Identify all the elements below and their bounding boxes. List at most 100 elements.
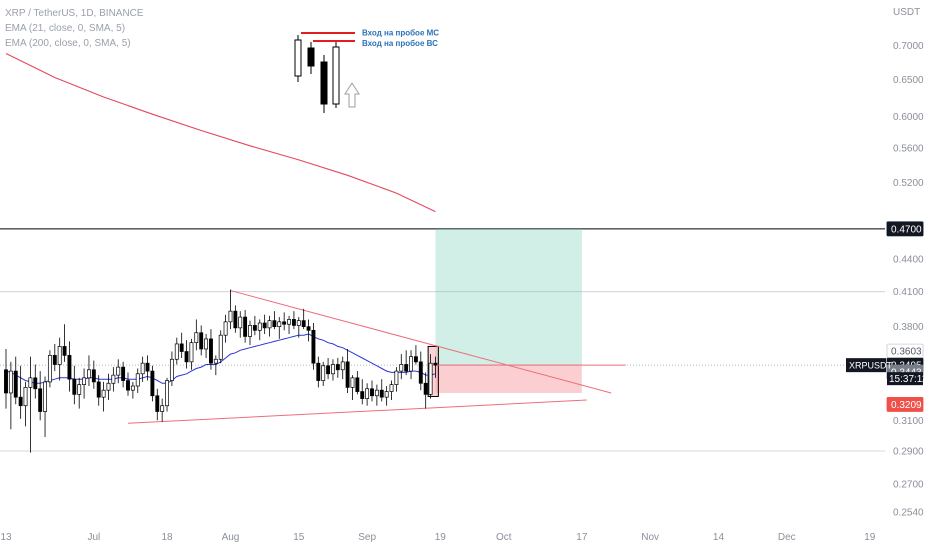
candle — [126, 372, 130, 396]
trendlines[interactable] — [127, 290, 626, 424]
price-tag: 0.3209 — [886, 397, 924, 412]
candle — [321, 361, 326, 387]
candle — [116, 359, 121, 384]
candle-body — [404, 364, 409, 372]
candle-body — [8, 370, 13, 394]
candle-body — [262, 322, 267, 329]
candle-body — [96, 381, 101, 398]
candle-body — [257, 322, 262, 331]
price-tick-label: 0.4100 — [893, 287, 924, 298]
candle — [296, 317, 301, 338]
candle — [87, 355, 91, 387]
candle — [267, 315, 272, 337]
candle — [101, 381, 106, 412]
candle-body — [101, 389, 106, 398]
candle — [404, 350, 409, 376]
candle-body — [106, 382, 111, 391]
candle — [82, 368, 87, 399]
candle-body — [335, 364, 340, 371]
candle — [360, 379, 365, 405]
candle-body — [394, 370, 399, 385]
candle — [340, 356, 345, 380]
symbol-tag-box — [846, 358, 886, 373]
candle — [248, 320, 252, 346]
stop-loss-zone — [435, 365, 582, 393]
candle-body — [287, 319, 291, 325]
candle-body — [213, 358, 218, 364]
candle-body — [389, 384, 394, 392]
candle — [257, 319, 262, 341]
annotation-candle-3 — [320, 55, 328, 113]
candle — [374, 384, 379, 406]
price-tag: 0.4700 — [886, 221, 924, 237]
candle-body — [47, 355, 52, 383]
long-position-tool[interactable] — [427, 228, 582, 397]
candle-body — [116, 366, 121, 376]
annotation-candle-1 — [294, 35, 302, 82]
price-tick-label: 0.2900 — [893, 447, 924, 458]
candle-body — [204, 338, 209, 350]
candle — [77, 377, 82, 409]
candle-body — [433, 362, 438, 366]
candle-body — [72, 378, 77, 395]
candle-body — [194, 332, 199, 344]
candle — [433, 356, 438, 378]
candle — [355, 371, 360, 395]
candle-body — [413, 356, 418, 363]
candle-body — [306, 326, 311, 331]
candle — [311, 323, 316, 370]
price-tag-label: 0.3209 — [891, 400, 922, 411]
candle-body — [399, 364, 404, 372]
breakout-entry-annotation[interactable]: Вход на пробое МС Вход на пробое ВС — [294, 29, 439, 114]
candle-body — [189, 342, 194, 363]
candle — [301, 308, 306, 330]
candle-body — [87, 369, 91, 379]
candle — [389, 380, 394, 401]
candle-body — [33, 377, 38, 390]
candle — [277, 317, 282, 339]
candle-body — [291, 319, 296, 326]
time-tick-label: 19 — [435, 532, 447, 543]
candle — [204, 333, 209, 358]
candle-body — [282, 321, 287, 325]
time-tick-label: Jul — [87, 532, 100, 543]
ema200-legend[interactable]: EMA (200, close, 0, SMA, 5) — [5, 38, 131, 49]
candle-body — [418, 361, 423, 384]
time-tick-label: Dec — [778, 532, 796, 543]
trendline-1 — [127, 399, 587, 424]
price-tag-box — [886, 397, 924, 412]
time-tick-label: 18 — [161, 532, 173, 543]
candle — [62, 324, 67, 362]
candle-body — [267, 320, 272, 329]
candle — [106, 373, 111, 401]
candle — [150, 365, 155, 402]
time-axis[interactable]: 13 Jul 18 Aug 15 Sep 19 Oct 17 Nov 14 Dec 19 — [0, 532, 875, 543]
candle-body — [23, 387, 28, 407]
candle — [423, 372, 428, 409]
candle-body — [111, 374, 116, 384]
candle — [174, 337, 179, 365]
candle — [179, 332, 184, 358]
candle — [335, 357, 340, 378]
candle — [91, 360, 96, 389]
candle-body — [130, 385, 135, 391]
candles — [4, 289, 438, 453]
candle — [409, 350, 413, 380]
candle — [252, 315, 257, 336]
time-tick-label: 14 — [713, 532, 725, 543]
annotation-label-bc: Вход на пробое ВС — [362, 39, 438, 48]
candle — [169, 351, 174, 387]
candle — [413, 345, 418, 365]
candle — [272, 311, 277, 330]
candle — [194, 319, 199, 351]
price-tick-label: 0.5600 — [893, 144, 924, 155]
candle — [262, 314, 267, 334]
candle-body — [340, 361, 345, 371]
price-axis[interactable]: 0.7000 0.6500 0.6000 0.5600 0.5200 0.4400 0.41… — [893, 41, 924, 518]
candle — [111, 367, 116, 392]
ema21-legend[interactable]: EMA (21, close, 0, SMA, 5) — [5, 23, 125, 34]
candle — [428, 354, 433, 399]
chart-title[interactable]: XRP / TetherUS, 1D, BINANCE — [5, 8, 144, 19]
candle-body — [18, 396, 23, 407]
